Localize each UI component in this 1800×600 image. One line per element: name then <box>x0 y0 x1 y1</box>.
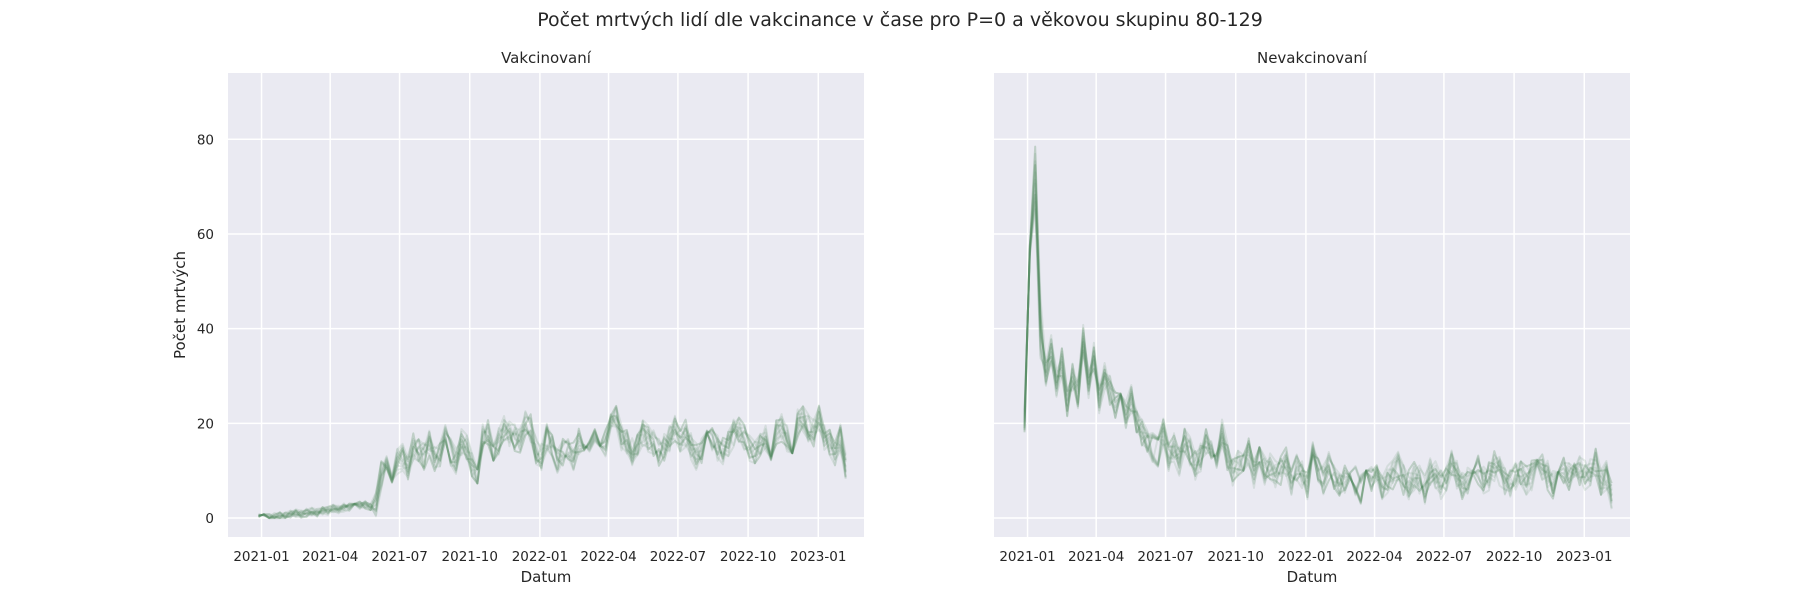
x-tick-label: 2022-04 <box>580 549 636 565</box>
series-line <box>258 413 847 520</box>
x-tick-label: 2022-01 <box>1278 549 1334 565</box>
series-line <box>1023 145 1613 503</box>
series-line <box>258 411 847 520</box>
x-tick-label: 2022-10 <box>1486 549 1542 565</box>
series-line <box>258 405 847 520</box>
axes-title: Vakcinovaní <box>501 49 592 67</box>
x-tick-label: 2021-01 <box>999 549 1055 565</box>
y-tick-label: 0 <box>205 511 214 527</box>
y-tick-label: 40 <box>197 322 214 338</box>
series-line <box>1023 189 1613 501</box>
x-tick-label: 2022-07 <box>650 549 706 565</box>
series-line <box>1023 193 1613 503</box>
x-tick-label: 2021-07 <box>1137 549 1193 565</box>
x-tick-label: 2021-07 <box>371 549 427 565</box>
chart-suptitle: Počet mrtvých lidí dle vakcinance v čase… <box>537 9 1263 31</box>
series-line <box>1023 160 1613 497</box>
series-line <box>1023 164 1613 504</box>
x-tick-label: 2021-04 <box>1068 549 1124 565</box>
series-line <box>1023 152 1613 505</box>
series-line <box>258 410 847 519</box>
y-axis-label: Počet mrtvých <box>171 251 189 359</box>
series-line <box>1023 208 1613 510</box>
x-axis-label: Datum <box>1287 568 1338 586</box>
x-tick-label: 2021-10 <box>442 549 498 565</box>
x-tick-label: 2022-04 <box>1346 549 1402 565</box>
series-group <box>1023 145 1613 510</box>
x-tick-label: 2021-01 <box>233 549 289 565</box>
x-tick-label: 2023-01 <box>1556 549 1612 565</box>
series-line <box>258 406 847 520</box>
series-line <box>258 410 847 520</box>
grid-lines <box>994 73 1630 537</box>
series-line <box>258 404 847 520</box>
y-tick-label: 20 <box>197 416 214 432</box>
x-tick-label: 2022-10 <box>720 549 776 565</box>
series-line <box>1023 182 1613 509</box>
grid-lines <box>228 73 864 537</box>
axes-background <box>994 73 1630 537</box>
series-line <box>1023 201 1613 499</box>
x-tick-label: 2022-07 <box>1416 549 1472 565</box>
series-line <box>258 406 847 520</box>
series-line <box>1023 197 1613 496</box>
axes-title: Nevakcinovaní <box>1257 49 1368 67</box>
axes-background <box>228 73 864 537</box>
y-tick-labels: 0 20 40 60 80 <box>197 132 214 527</box>
y-tick-label: 80 <box>197 132 214 148</box>
series-line <box>258 404 847 519</box>
panel-nevakcinovani: 2021-01 2021-04 2021-07 2021-10 2022-01 2022-… <box>994 49 1630 586</box>
x-tick-labels: 2021-01 2021-04 2021-07 2021-10 2022-01 2022-… <box>999 549 1612 565</box>
x-axis-label: Datum <box>521 568 572 586</box>
x-tick-label: 2021-04 <box>302 549 358 565</box>
series-group <box>258 404 847 520</box>
x-tick-label: 2022-01 <box>512 549 568 565</box>
x-tick-label: 2023-01 <box>790 549 846 565</box>
series-line <box>1023 178 1613 504</box>
x-tick-labels: 2021-01 2021-04 2021-07 2021-10 2022-01 2022-… <box>233 549 846 565</box>
y-tick-label: 60 <box>197 227 214 243</box>
panel-vakcinovani: 2021-01 2021-04 2021-07 2021-10 2022-01 2022-… <box>171 49 864 586</box>
series-line <box>258 405 847 520</box>
series-line <box>258 405 847 520</box>
x-tick-label: 2021-10 <box>1208 549 1264 565</box>
series-line <box>1023 171 1613 497</box>
series-line <box>258 408 847 519</box>
